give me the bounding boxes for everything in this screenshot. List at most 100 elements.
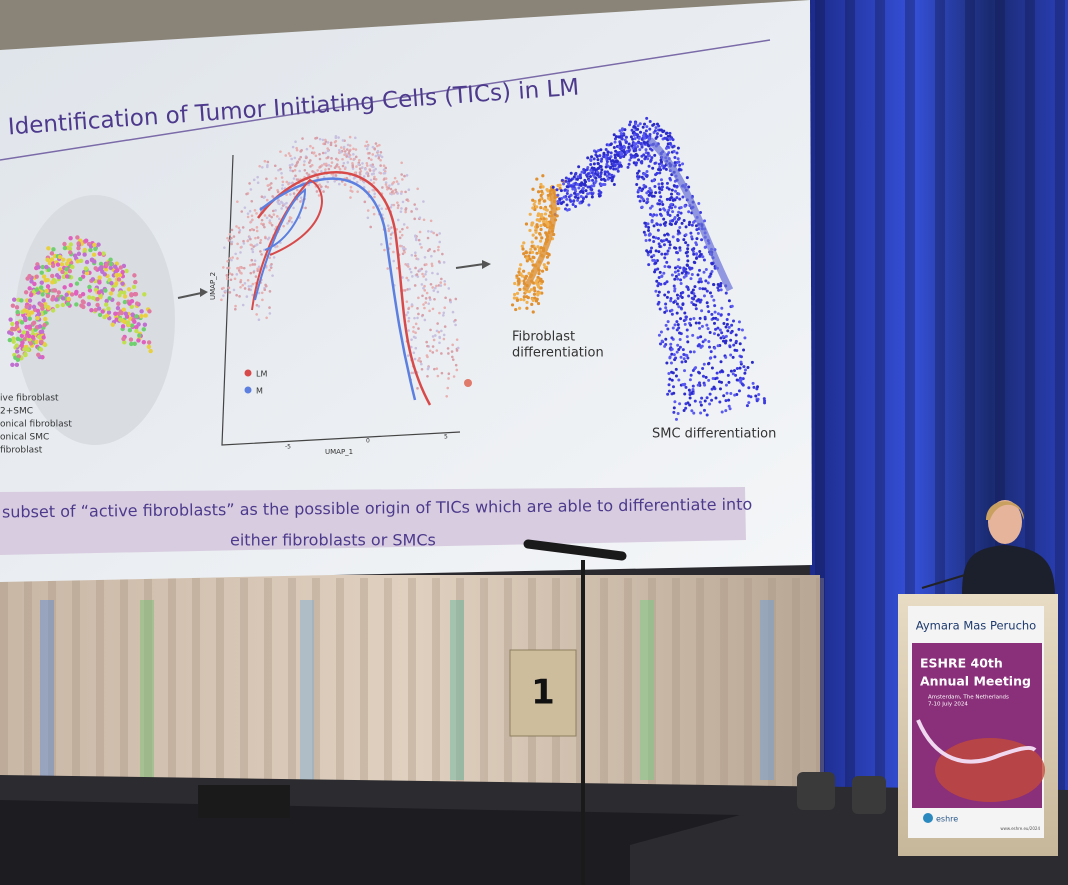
- cell-dot: [657, 250, 661, 254]
- speaker-hair: [986, 501, 1024, 520]
- cell-dot: [696, 231, 700, 235]
- cell-dot: [438, 311, 441, 315]
- cell-dot: [246, 278, 250, 282]
- cell-dot: [705, 396, 709, 400]
- cell-dot: [139, 309, 144, 314]
- cell-dot: [387, 229, 391, 233]
- cell-dot: [142, 292, 147, 297]
- cell-dot: [581, 199, 585, 203]
- cell-dot: [226, 266, 229, 270]
- cell-dot: [443, 325, 447, 328]
- cell-dot: [658, 270, 662, 274]
- cell-dot: [603, 172, 607, 176]
- cell-dot: [106, 310, 112, 315]
- cell-dot: [337, 182, 341, 186]
- cell-dot: [417, 327, 420, 330]
- cell-dot: [584, 195, 588, 199]
- cell-dot: [259, 241, 262, 245]
- cell-dot: [740, 382, 744, 386]
- cell-dot: [616, 154, 620, 158]
- cell-dot: [640, 205, 644, 209]
- cell-dot: [447, 287, 451, 290]
- cell-dot: [255, 303, 259, 307]
- cell-dot: [666, 249, 670, 253]
- cell-dot: [410, 338, 413, 341]
- cell-dot: [756, 385, 760, 389]
- cell-dot: [64, 274, 70, 279]
- cell-dot: [418, 269, 422, 272]
- cell-dot: [682, 238, 686, 242]
- cell-dot: [576, 196, 580, 200]
- cell-dot: [413, 284, 417, 287]
- cell-dot: [532, 202, 536, 207]
- cell-dot: [253, 263, 257, 266]
- fold: [360, 578, 368, 790]
- cell-dot: [727, 299, 731, 303]
- cell-dot: [678, 345, 682, 349]
- cell-dot: [680, 271, 684, 275]
- cell-dot: [542, 222, 546, 227]
- cell-dot: [639, 194, 643, 198]
- cell-dot: [666, 320, 670, 324]
- cell-dot: [430, 264, 434, 268]
- cell-dot: [565, 203, 569, 207]
- cell-dot: [377, 156, 381, 160]
- cell-dot: [64, 261, 70, 267]
- cell-dot: [648, 238, 652, 242]
- cell-dot: [272, 213, 276, 216]
- cell-dot: [539, 223, 543, 228]
- arrow-head: [482, 260, 491, 269]
- cell-dot: [584, 189, 588, 193]
- cell-dot: [252, 271, 256, 274]
- cell-dot: [433, 297, 436, 301]
- cell-dot: [27, 286, 32, 291]
- cell-dot: [590, 184, 594, 188]
- cell-dot: [525, 259, 529, 263]
- cell-dot: [656, 302, 660, 306]
- cell-dot: [38, 347, 44, 352]
- cell-dot: [327, 167, 331, 171]
- cell-dot: [637, 158, 641, 162]
- cell-dot: [665, 260, 669, 264]
- cell-dot: [401, 178, 404, 181]
- cell-dot: [597, 194, 601, 198]
- cell-dot: [674, 374, 678, 378]
- cell-dot: [247, 285, 251, 288]
- cell-dot: [696, 383, 700, 387]
- cell-dot: [417, 359, 420, 362]
- cell-dot: [589, 168, 593, 172]
- cell-dot: [563, 188, 567, 192]
- cell-dot: [677, 258, 681, 262]
- cell-dot: [686, 259, 690, 263]
- cell-dot: [397, 182, 400, 186]
- cell-dot: [403, 250, 406, 254]
- cell-dot: [611, 162, 615, 166]
- cell-dot: [366, 209, 370, 212]
- cell-dot: [671, 385, 675, 389]
- cell-dot: [270, 262, 273, 266]
- cell-dot: [545, 188, 549, 192]
- cell-dot: [586, 185, 590, 189]
- cell-dot: [654, 249, 658, 253]
- cell-dot: [88, 247, 93, 253]
- cell-dot: [657, 168, 661, 172]
- cell-dot: [690, 291, 694, 295]
- cell-dot: [260, 218, 264, 222]
- cell-dot: [663, 310, 667, 314]
- cell-dot: [227, 286, 231, 290]
- cell-dot: [117, 293, 122, 298]
- cell-dot: [386, 267, 390, 270]
- cell-dot: [689, 373, 693, 377]
- cell-dot: [264, 236, 267, 240]
- cell-dot: [433, 334, 437, 337]
- stage-light: [852, 776, 886, 814]
- cell-dot: [648, 212, 652, 216]
- event-dates: 7-10 July 2024: [928, 702, 968, 708]
- cell-dot: [697, 298, 701, 302]
- cell-dot: [617, 135, 621, 139]
- cell-dot: [668, 246, 672, 250]
- cell-dot: [374, 167, 377, 171]
- cell-dot: [565, 197, 569, 201]
- cell-dot: [676, 265, 680, 269]
- cell-dot: [41, 298, 46, 303]
